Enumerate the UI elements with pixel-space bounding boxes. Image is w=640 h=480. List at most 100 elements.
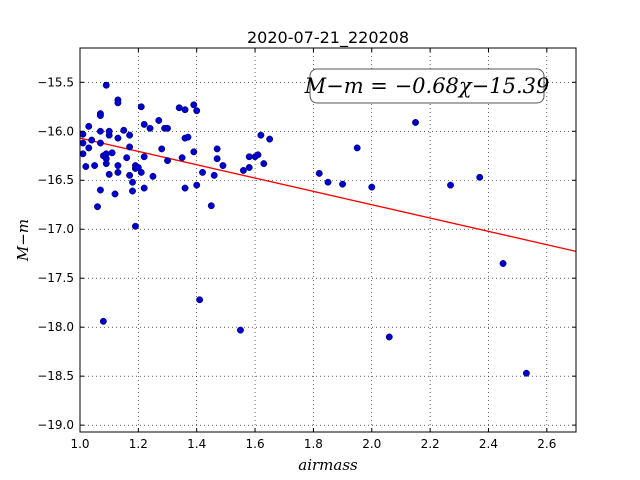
data-point: [88, 136, 96, 144]
data-point: [193, 181, 201, 189]
x-tick-label: 2.2: [421, 437, 440, 451]
annotation-box: [309, 68, 545, 104]
plot-area: [80, 48, 576, 432]
x-tick-label: 1.4: [187, 437, 206, 451]
x-tick-label: 1.8: [304, 437, 323, 451]
y-tick-label: −16.5: [37, 173, 74, 187]
data-point: [210, 171, 218, 179]
ticks-layer: 1.0 1.2 1.4 1.6 1.8 2.0 2.2 2.4 2.6 −15.5 −16.0 −16…: [37, 48, 576, 451]
data-point: [368, 183, 376, 191]
data-point: [164, 157, 171, 165]
data-point: [126, 143, 134, 151]
data-point: [385, 333, 393, 341]
data-point: [131, 222, 139, 230]
data-point: [184, 133, 192, 141]
data-point: [79, 130, 87, 138]
data-point: [126, 131, 134, 139]
data-point: [181, 106, 189, 114]
data-point: [207, 202, 215, 210]
y-tick-label: −17.0: [37, 222, 74, 236]
data-point: [213, 155, 221, 163]
data-point: [412, 118, 419, 126]
data-point: [99, 317, 107, 325]
data-point: [96, 139, 104, 147]
data-point: [129, 187, 136, 195]
data-point: [164, 124, 171, 132]
data-point: [140, 153, 148, 161]
y-axis-label: M−m: [14, 219, 32, 262]
data-point: [315, 169, 323, 177]
data-point: [105, 127, 113, 135]
data-point: [79, 150, 87, 158]
data-point: [96, 112, 104, 120]
data-point: [266, 135, 274, 143]
data-point: [178, 154, 186, 162]
data-point: [213, 145, 221, 153]
data-point: [140, 184, 148, 192]
data-point: [155, 117, 163, 124]
data-point: [120, 126, 128, 134]
data-point: [85, 144, 93, 152]
x-tick-label: 1.6: [246, 437, 265, 451]
data-point: [447, 181, 454, 189]
data-point: [199, 168, 206, 176]
data-point: [96, 127, 104, 135]
data-point: [254, 151, 262, 159]
data-point: [339, 180, 347, 188]
data-point: [102, 81, 110, 89]
data-point: [175, 104, 183, 112]
data-point: [123, 154, 131, 162]
data-point: [522, 369, 530, 377]
data-point: [260, 160, 268, 168]
data-point: [196, 296, 204, 304]
plot-frame: [79, 47, 577, 433]
y-tick-label: −17.5: [37, 271, 74, 285]
data-point: [94, 203, 101, 211]
data-point: [237, 326, 244, 334]
data-point: [324, 178, 332, 186]
data-point: [245, 164, 253, 171]
x-tick-label: 1.0: [70, 437, 89, 451]
data-point: [219, 162, 227, 170]
points-layer: [79, 81, 530, 377]
annotation-text: M−m = −0.68χ−15.39: [304, 74, 550, 98]
data-point: [126, 171, 134, 179]
x-tick-label: 2.0: [362, 437, 381, 451]
y-tick-label: −18.0: [37, 320, 74, 334]
data-point: [114, 134, 122, 142]
x-tick-label: 2.6: [537, 437, 556, 451]
data-point: [96, 186, 104, 194]
data-point: [140, 120, 148, 128]
y-tick-label: −16.0: [37, 124, 74, 138]
data-point: [105, 170, 113, 178]
data-point: [137, 168, 145, 176]
data-point: [158, 145, 166, 153]
fit-line: [79, 137, 577, 252]
y-tick-label: −18.5: [37, 369, 74, 383]
data-point: [108, 149, 116, 157]
data-point: [111, 190, 119, 198]
data-point: [239, 166, 247, 174]
data-point: [257, 131, 265, 139]
data-point: [245, 153, 253, 161]
data-point: [114, 162, 122, 170]
data-point: [129, 178, 136, 186]
data-point: [476, 173, 484, 181]
data-point: [190, 101, 198, 109]
chart-title: 2020-07-21_220208: [247, 28, 409, 48]
data-point: [190, 148, 198, 156]
data-point: [149, 172, 157, 180]
fit-line-layer: [79, 137, 577, 252]
data-point: [193, 107, 201, 115]
x-tick-label: 2.4: [479, 437, 498, 451]
data-point: [91, 162, 99, 170]
y-tick-label: −15.5: [37, 75, 74, 89]
data-point: [102, 155, 110, 163]
data-point: [146, 124, 154, 132]
fit-annotation: M−m = −0.68χ−15.39: [304, 68, 550, 104]
data-point: [114, 99, 122, 107]
data-point: [79, 139, 87, 147]
x-tick-label: 1.2: [129, 437, 148, 451]
data-point: [114, 168, 122, 176]
